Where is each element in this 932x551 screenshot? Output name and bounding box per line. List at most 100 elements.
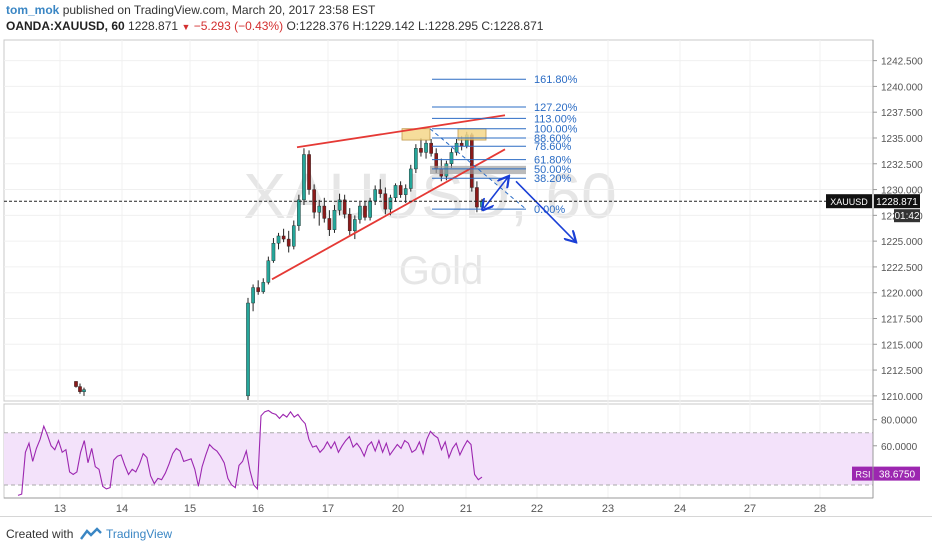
y-tick-label: 1210.000 — [881, 392, 923, 403]
rsi-tick-label: 60.0000 — [881, 442, 918, 453]
x-tick-label: 14 — [116, 503, 128, 515]
down-arrow-icon: ▼ — [181, 22, 191, 32]
rsi-name-label: RSI — [855, 470, 870, 480]
candle-body — [266, 260, 271, 283]
candle-body — [393, 185, 398, 199]
candle-body — [398, 185, 403, 195]
publish-info: published on TradingView.com, March 20, … — [62, 3, 376, 17]
x-tick-label: 23 — [602, 503, 614, 515]
low-value: 1228.295 — [427, 19, 479, 33]
fib-level-label: 61.80% — [534, 155, 572, 167]
author-link[interactable]: tom_mok — [6, 3, 60, 17]
rsi-value-label: 38.6750 — [879, 470, 916, 481]
candle-body — [261, 282, 266, 292]
price-pane — [3, 39, 874, 402]
y-tick-label: 1235.000 — [881, 134, 923, 145]
candle-body — [342, 199, 347, 215]
rsi-tick-label: 80.0000 — [881, 416, 918, 427]
drop-arrow — [515, 180, 575, 241]
symbol-info-line: OANDA:XAUUSD, 60 1228.871 ▼ −5.293 (−0.4… — [6, 19, 543, 33]
candle-body — [419, 148, 423, 153]
publish-line: tom_mok published on TradingView.com, Ma… — [6, 3, 375, 17]
countdown-label: 01:42 — [894, 211, 919, 222]
fib-level-label: 127.20% — [534, 102, 578, 114]
rsi-value-badge — [874, 466, 920, 481]
candle-body — [322, 205, 327, 219]
rsi-name-badge — [852, 466, 874, 481]
candle-body — [271, 242, 276, 261]
tradingview-logo-icon — [80, 527, 102, 540]
candle-body — [470, 134, 474, 188]
candle-body — [332, 209, 337, 230]
y-tick-label: 1215.000 — [881, 340, 923, 351]
lower-trendline — [271, 148, 506, 281]
symbol-badge-label: XAUUSD — [830, 197, 868, 207]
price-badge — [874, 194, 920, 209]
y-tick-label: 1217.500 — [881, 314, 923, 325]
y-tick-label: 1212.500 — [881, 366, 923, 377]
low-label: L: — [417, 19, 428, 33]
y-tick-label: 1232.500 — [881, 160, 923, 171]
candle-body — [403, 188, 408, 195]
candle-body — [251, 287, 255, 304]
candle-body — [353, 219, 357, 232]
candle-body — [286, 238, 291, 247]
candle-body — [368, 200, 372, 218]
candle-body — [480, 200, 484, 208]
y-tick-label: 1230.000 — [881, 186, 923, 197]
candle-body — [378, 189, 383, 194]
candle-body — [302, 154, 306, 201]
candle-body — [373, 189, 377, 202]
candle-body — [363, 205, 367, 218]
x-tick-label: 22 — [531, 503, 543, 515]
price-change: −5.293 (−0.43%) — [193, 19, 284, 33]
last-price: 1228.871 — [128, 19, 179, 33]
rsi-line — [17, 409, 483, 496]
candle-body — [307, 154, 311, 190]
candle-body — [429, 142, 433, 154]
candle-body — [449, 152, 454, 164]
fib-level-label: 50.00% — [534, 164, 572, 176]
tradingview-brand-link[interactable]: TradingView — [106, 527, 173, 541]
candle-body — [291, 225, 296, 247]
candle-body — [337, 199, 342, 211]
y-tick-label: 1225.000 — [881, 237, 923, 248]
fib-level-label: 113.00% — [534, 113, 577, 125]
chart-header: tom_mok published on TradingView.com, Ma… — [0, 0, 932, 36]
countdown-badge — [894, 209, 920, 223]
fib-level-label: 88.60% — [534, 133, 572, 145]
y-tick-label: 1220.000 — [881, 289, 923, 300]
x-tick-label: 13 — [54, 503, 66, 515]
fib-level-label: 38.20% — [534, 173, 572, 185]
candle-body — [317, 205, 322, 213]
candle-body — [408, 168, 413, 189]
candle-body — [454, 142, 459, 153]
candle-body — [246, 302, 250, 397]
support-zone-bar — [430, 165, 526, 175]
high-label: H: — [352, 19, 365, 33]
open-value: 1228.376 — [299, 19, 350, 33]
price-badge-label: 1228.871 — [876, 197, 918, 208]
candle-body — [424, 142, 428, 153]
upper-trendline — [296, 114, 506, 149]
close-value: 1228.871 — [493, 19, 544, 33]
candle-body — [327, 218, 332, 230]
y-tick-label: 1242.500 — [881, 57, 923, 68]
fib-level-label: 78.60% — [534, 141, 572, 153]
symbol-badge — [826, 194, 872, 209]
x-tick-label: 20 — [392, 503, 404, 515]
x-tick-label: 15 — [184, 503, 196, 515]
y-tick-label: 1240.000 — [881, 82, 923, 93]
x-tick-label: 24 — [674, 503, 686, 515]
high-value: 1229.142 — [364, 19, 415, 33]
candle-body — [388, 197, 393, 210]
fib-level-label: 100.00% — [534, 124, 578, 136]
candle-body — [347, 214, 352, 232]
x-tick-label: 28 — [814, 503, 826, 515]
y-tick-label: 1222.500 — [881, 263, 923, 274]
created-with-label: Created with — [6, 527, 74, 541]
candle-body — [281, 235, 286, 240]
y-tick-label: 1237.500 — [881, 108, 923, 119]
candle-body — [358, 205, 362, 220]
